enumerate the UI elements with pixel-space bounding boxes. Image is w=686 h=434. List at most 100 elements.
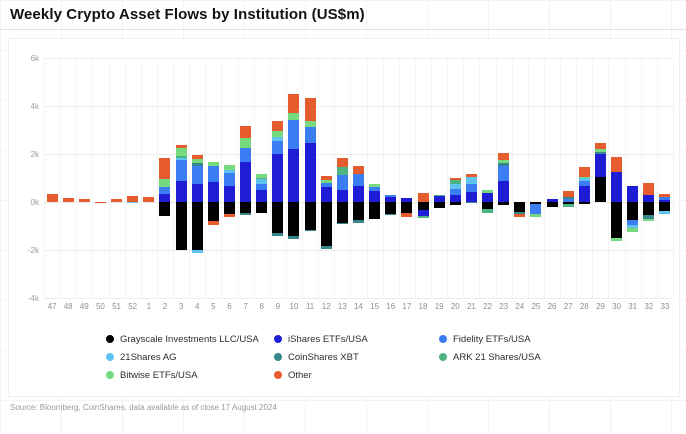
bar-segment[interactable] (272, 137, 284, 142)
bar-segment[interactable] (578, 180, 590, 187)
bar-segment[interactable] (530, 203, 542, 214)
bar-segment[interactable] (320, 245, 332, 250)
legend-item[interactable]: iShares ETFs/USA (274, 331, 439, 347)
bar-segment[interactable] (159, 179, 171, 188)
bar-segment[interactable] (578, 177, 590, 179)
bar-segment[interactable] (304, 127, 316, 143)
bar-segment[interactable] (433, 202, 445, 208)
bar-segment[interactable] (111, 198, 123, 202)
bar-segment[interactable] (578, 186, 590, 202)
bar-segment[interactable] (336, 174, 348, 191)
bar-segment[interactable] (417, 202, 429, 211)
bar-segment[interactable] (256, 190, 268, 202)
bar-segment[interactable] (530, 213, 542, 217)
bar-segment[interactable] (594, 177, 606, 202)
bar-segment[interactable] (272, 202, 284, 234)
bar-segment[interactable] (207, 181, 219, 202)
bar-segment[interactable] (514, 214, 526, 217)
bar-segment[interactable] (611, 157, 623, 172)
bar-segment[interactable] (304, 142, 316, 202)
bar-segment[interactable] (320, 175, 332, 180)
bar-segment[interactable] (498, 180, 510, 202)
bar-segment[interactable] (240, 212, 252, 216)
bar-segment[interactable] (320, 187, 332, 202)
bar-segment[interactable] (369, 184, 381, 187)
bar-segment[interactable] (627, 225, 639, 229)
bar-segment[interactable] (191, 155, 203, 159)
bar-segment[interactable] (465, 174, 477, 178)
bar-segment[interactable] (288, 235, 300, 240)
bar-segment[interactable] (353, 165, 364, 175)
bar-segment[interactable] (627, 220, 639, 226)
bar-segment[interactable] (175, 155, 187, 158)
bar-segment[interactable] (191, 163, 203, 167)
bar-segment[interactable] (433, 196, 445, 202)
bar-segment[interactable] (627, 202, 639, 221)
bar-segment[interactable] (562, 196, 574, 200)
bar-segment[interactable] (288, 149, 300, 202)
bar-segment[interactable] (191, 166, 203, 184)
bar-segment[interactable] (385, 213, 397, 215)
bar-segment[interactable] (272, 154, 284, 202)
bar-segment[interactable] (594, 151, 606, 155)
bar-segment[interactable] (562, 202, 574, 204)
bar-segment[interactable] (578, 178, 590, 181)
bar-segment[interactable] (578, 167, 590, 178)
bar-segment[interactable] (594, 148, 606, 152)
bar-segment[interactable] (304, 202, 316, 230)
bar-segment[interactable] (401, 198, 413, 202)
bar-segment[interactable] (449, 202, 461, 206)
bar-segment[interactable] (611, 237, 623, 242)
bar-segment[interactable] (353, 174, 364, 186)
bar-segment[interactable] (498, 159, 510, 164)
bar-segment[interactable] (256, 177, 268, 179)
bar-segment[interactable] (175, 148, 187, 156)
bar-segment[interactable] (385, 202, 397, 214)
bar-segment[interactable] (336, 157, 348, 168)
bar-segment[interactable] (288, 119, 300, 150)
bar-segment[interactable] (465, 202, 477, 204)
bar-segment[interactable] (127, 202, 139, 203)
legend-item[interactable]: 21Shares AG (106, 349, 274, 365)
bar-segment[interactable] (320, 202, 332, 246)
bar-segment[interactable] (223, 202, 235, 215)
bar-segment[interactable] (304, 98, 316, 122)
bar-segment[interactable] (482, 208, 494, 213)
bar-segment[interactable] (465, 183, 477, 193)
bar-segment[interactable] (353, 202, 364, 221)
bar-segment[interactable] (353, 220, 364, 223)
bar-segment[interactable] (240, 137, 252, 148)
bar-segment[interactable] (659, 197, 671, 200)
bar-segment[interactable] (191, 202, 203, 251)
bar-segment[interactable] (562, 191, 574, 197)
bar-segment[interactable] (578, 202, 590, 205)
bar-segment[interactable] (207, 166, 219, 182)
bar-segment[interactable] (240, 147, 252, 163)
bar-segment[interactable] (304, 229, 316, 232)
bar-segment[interactable] (159, 187, 171, 194)
bar-segment[interactable] (336, 222, 348, 225)
bar-segment[interactable] (62, 197, 74, 202)
bar-segment[interactable] (336, 202, 348, 223)
bar-segment[interactable] (482, 202, 494, 209)
bar-segment[interactable] (288, 94, 300, 114)
bar-segment[interactable] (562, 199, 574, 202)
bar-segment[interactable] (465, 192, 477, 202)
bar-segment[interactable] (288, 202, 300, 236)
bar-segment[interactable] (272, 120, 284, 132)
bar-segment[interactable] (643, 215, 655, 219)
bar-segment[interactable] (498, 152, 510, 160)
bar-segment[interactable] (272, 141, 284, 155)
bar-segment[interactable] (272, 131, 284, 138)
bar-segment[interactable] (207, 202, 219, 222)
legend-item[interactable]: Fidelity ETFs/USA (439, 331, 639, 347)
bar-segment[interactable] (256, 183, 268, 191)
bar-segment[interactable] (659, 199, 671, 202)
bar-segment[interactable] (530, 202, 542, 204)
bar-segment[interactable] (498, 163, 510, 166)
bar-segment[interactable] (369, 191, 381, 202)
bar-segment[interactable] (449, 178, 461, 180)
bar-segment[interactable] (594, 154, 606, 178)
bar-segment[interactable] (482, 192, 494, 202)
bar-segment[interactable] (240, 125, 252, 138)
